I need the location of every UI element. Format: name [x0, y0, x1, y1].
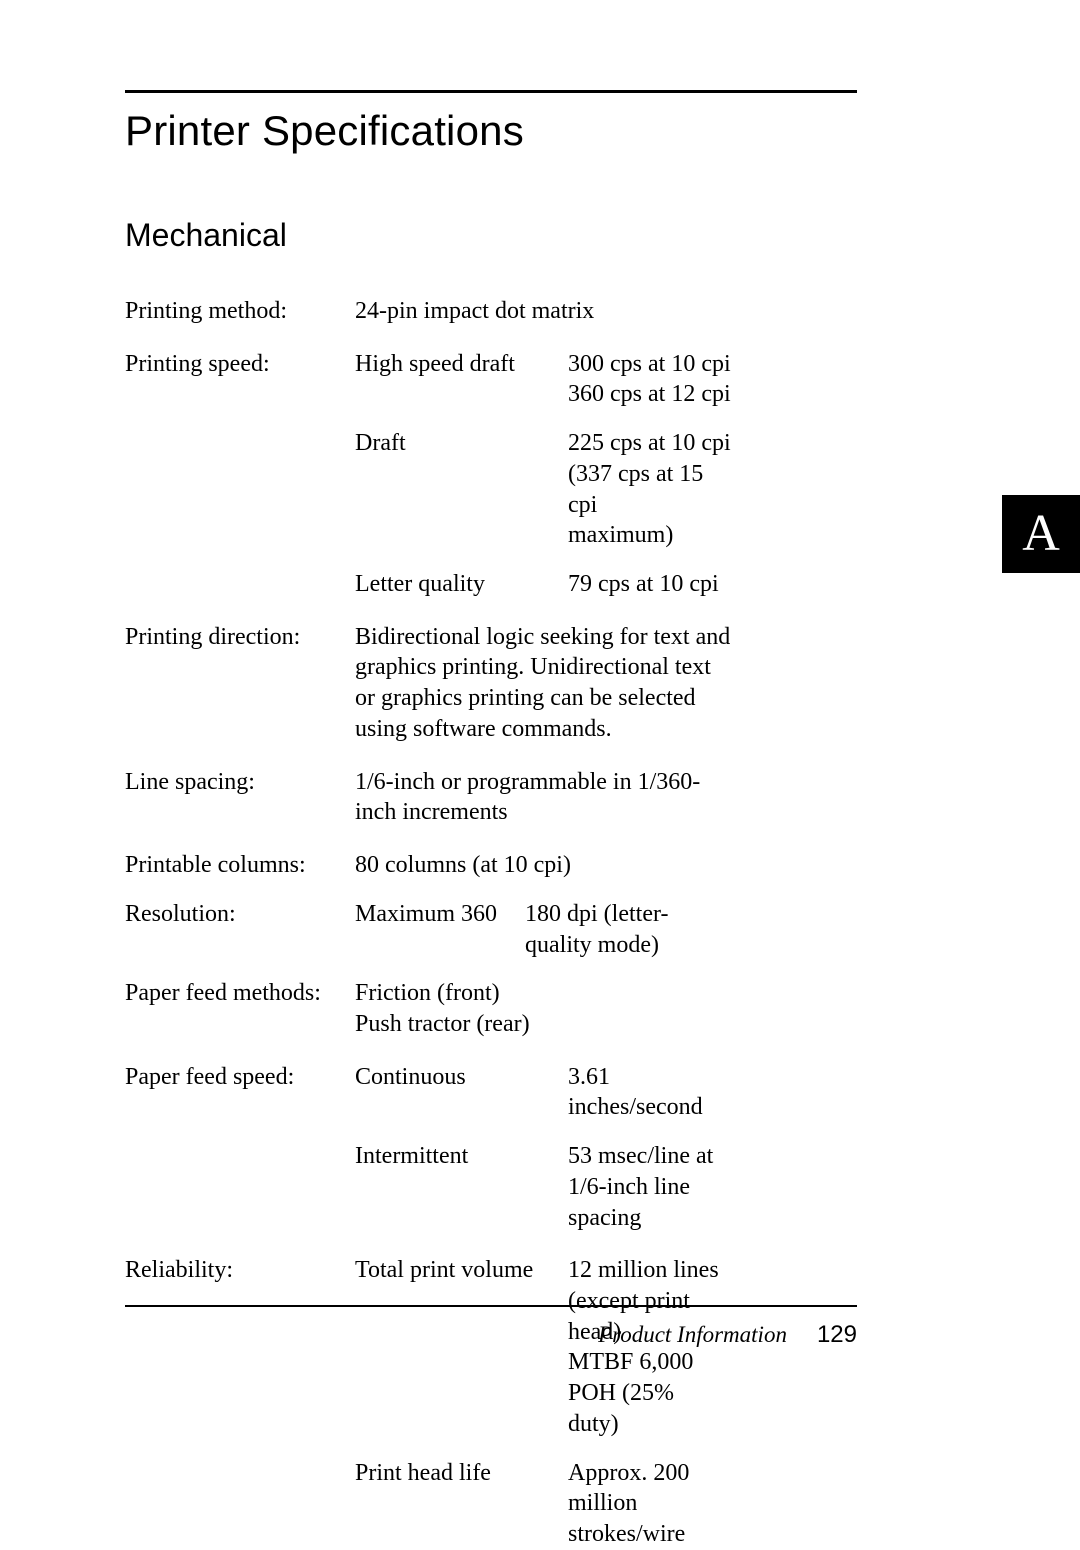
footer-label: Product Information — [598, 1322, 787, 1348]
top-rule — [125, 90, 857, 93]
spec-printing-direction: Printing direction: Bidirectional logic … — [125, 622, 735, 745]
spec-value: 24-pin impact dot matrix — [355, 296, 735, 327]
page-footer: Product Information 129 — [125, 1305, 857, 1349]
spec-printing-method: Printing method: 24-pin impact dot matri… — [125, 296, 735, 327]
bottom-rule — [125, 1305, 857, 1307]
spec-mode-value: 180 dpi (letter-quality mode) — [525, 899, 735, 960]
spec-subrow: Continuous 3.61 inches/second — [355, 1062, 735, 1123]
spec-mode-value: 225 cps at 10 cpi (337 cps at 15 cpi max… — [568, 428, 735, 551]
spec-line-spacing: Line spacing: 1/6-inch or programmable i… — [125, 767, 735, 828]
spec-paper-feed-methods: Paper feed methods: Friction (front) Pus… — [125, 978, 735, 1039]
spec-value-group: Continuous 3.61 inches/second Intermitte… — [355, 1062, 735, 1234]
page-title: Printer Specifications — [125, 107, 735, 155]
spec-mode: Letter quality — [355, 569, 568, 600]
spec-value-group: High speed draft 300 cps at 10 cpi 360 c… — [355, 349, 735, 600]
spec-reliability: Reliability: Total print volume 12 milli… — [125, 1255, 735, 1549]
spec-value-group: Total print volume 12 million lines (exc… — [355, 1255, 735, 1549]
spec-mode: High speed draft — [355, 349, 568, 410]
spec-subrow: Letter quality 79 cps at 10 cpi — [355, 569, 735, 600]
footer-page-number: 129 — [817, 1321, 857, 1349]
spec-subrow: Draft 225 cps at 10 cpi (337 cps at 15 c… — [355, 428, 735, 551]
spec-subrow: Print head life Approx. 200 million stro… — [355, 1458, 735, 1550]
spec-printable-columns: Printable columns: 80 columns (at 10 cpi… — [125, 850, 735, 881]
spec-label: Printing speed: — [125, 349, 355, 600]
spec-mode: Maximum 360 — [355, 899, 525, 960]
spec-mode: Continuous — [355, 1062, 568, 1123]
spec-subrow: Maximum 360 180 dpi (letter-quality mode… — [355, 899, 735, 960]
spec-label: Paper feed methods: — [125, 978, 355, 1039]
spec-mode: Intermittent — [355, 1141, 568, 1233]
section-heading: Mechanical — [125, 217, 735, 254]
spec-mode-value: 3.61 inches/second — [568, 1062, 735, 1123]
spec-subrow: High speed draft 300 cps at 10 cpi 360 c… — [355, 349, 735, 410]
spec-mode-value: Approx. 200 million strokes/wire — [568, 1458, 735, 1550]
spec-value: 1/6-inch or programmable in 1/360-inch i… — [355, 767, 735, 828]
spec-value: Friction (front) Push tractor (rear) — [355, 978, 735, 1039]
spec-mode: Print head life — [355, 1458, 568, 1550]
spec-label: Printing direction: — [125, 622, 355, 745]
spec-label: Resolution: — [125, 899, 355, 960]
spec-mode: Draft — [355, 428, 568, 551]
spec-label: Reliability: — [125, 1255, 355, 1549]
spec-label: Paper feed speed: — [125, 1062, 355, 1234]
spec-printing-speed: Printing speed: High speed draft 300 cps… — [125, 349, 735, 600]
spec-mode-value: 79 cps at 10 cpi — [568, 569, 735, 600]
spec-label: Printing method: — [125, 296, 355, 327]
spec-mode-value: 300 cps at 10 cpi 360 cps at 12 cpi — [568, 349, 735, 410]
spec-paper-feed-speed: Paper feed speed: Continuous 3.61 inches… — [125, 1062, 735, 1234]
spec-value-group: Maximum 360 180 dpi (letter-quality mode… — [355, 899, 735, 960]
spec-value: Bidirectional logic seeking for text and… — [355, 622, 735, 745]
side-tab: A — [1002, 495, 1080, 573]
spec-subrow: Intermittent 53 msec/line at 1/6-inch li… — [355, 1141, 735, 1233]
spec-resolution: Resolution: Maximum 360 180 dpi (letter-… — [125, 899, 735, 960]
spec-label: Line spacing: — [125, 767, 355, 828]
footer-line: Product Information 129 — [125, 1321, 857, 1349]
spec-mode-value: 53 msec/line at 1/6-inch line spacing — [568, 1141, 735, 1233]
spec-value: 80 columns (at 10 cpi) — [355, 850, 735, 881]
spec-label: Printable columns: — [125, 850, 355, 881]
